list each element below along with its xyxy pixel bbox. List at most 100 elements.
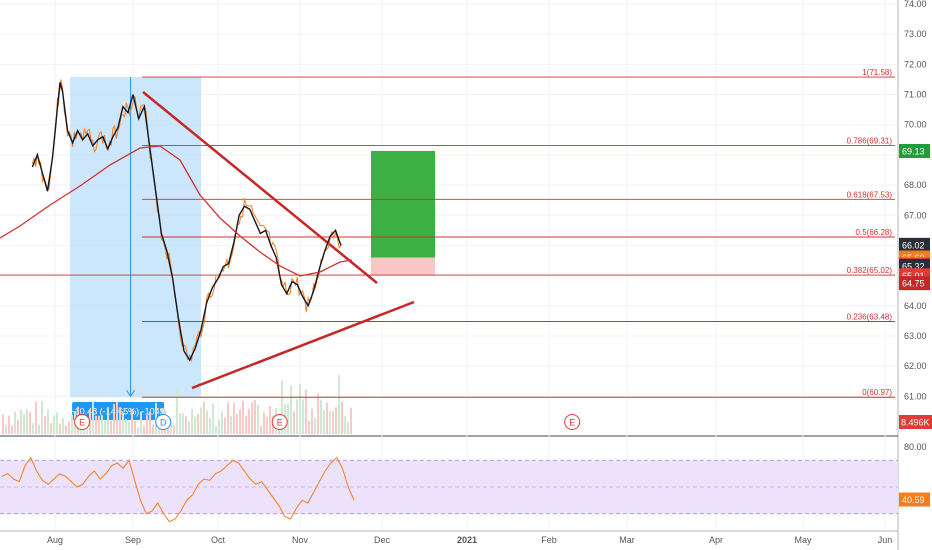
volume-bar bbox=[26, 409, 28, 434]
volume-bar bbox=[20, 409, 22, 434]
fib-level-label: 0.786(69.31) bbox=[847, 137, 893, 146]
time-tick-label: Dec bbox=[374, 535, 391, 545]
volume-bar bbox=[299, 384, 301, 434]
volume-bar bbox=[251, 402, 253, 434]
volume-bar bbox=[176, 389, 178, 434]
volume-bar bbox=[116, 402, 118, 434]
fib-level-label: 0.236(63.48) bbox=[847, 312, 893, 321]
volume-bar bbox=[107, 407, 109, 434]
volume-bar bbox=[338, 374, 340, 434]
volume-bar bbox=[119, 407, 121, 434]
fib-level-label: 0(60.97) bbox=[862, 388, 892, 397]
target-zone bbox=[371, 150, 435, 258]
time-tick-label: Feb bbox=[541, 535, 557, 545]
volume-bar bbox=[188, 421, 190, 434]
volume-bar bbox=[344, 416, 346, 434]
stop-zone bbox=[371, 257, 435, 276]
downtrend-line bbox=[142, 91, 378, 284]
time-tick-label: Jun bbox=[878, 535, 893, 545]
volume-bar bbox=[263, 412, 265, 434]
volume-bar bbox=[35, 401, 37, 434]
volume-bar bbox=[260, 425, 262, 434]
volume-bar bbox=[281, 380, 283, 434]
event-marker-letter: E bbox=[569, 418, 575, 428]
event-marker-circle bbox=[155, 414, 172, 430]
rsi-band bbox=[0, 459, 898, 515]
volume-bar bbox=[104, 420, 106, 434]
price-line-raw bbox=[31, 79, 342, 363]
volume-bar bbox=[308, 420, 310, 434]
volume-bar bbox=[320, 399, 322, 434]
volume-bar bbox=[92, 401, 94, 434]
volume-bar bbox=[236, 414, 238, 434]
price-badge-label: 64.75 bbox=[902, 279, 925, 289]
volume-bar bbox=[137, 427, 139, 434]
volume-bar bbox=[347, 422, 349, 434]
volume-bar bbox=[323, 410, 325, 434]
price-tick-label: 68.00 bbox=[904, 180, 927, 190]
time-tick-label: Aug bbox=[47, 535, 63, 545]
price-tick-label: 67.00 bbox=[904, 210, 927, 220]
long-position-tool bbox=[371, 150, 435, 276]
volume-bar bbox=[158, 427, 160, 434]
volume-bar bbox=[239, 409, 241, 434]
volume-bar bbox=[290, 385, 292, 434]
volume-bar bbox=[206, 410, 208, 434]
volume-bar bbox=[257, 404, 259, 434]
rsi-badge-label: 40.59 bbox=[902, 495, 925, 505]
trend-lines bbox=[142, 91, 415, 390]
time-tick-label: 2021 bbox=[457, 535, 477, 545]
moving-average-line bbox=[0, 145, 353, 277]
volume-bar bbox=[224, 417, 226, 434]
volume-bar bbox=[245, 416, 247, 434]
volume-bar bbox=[326, 402, 328, 434]
volume-bar bbox=[65, 425, 67, 434]
volume-bar bbox=[314, 417, 316, 434]
volume-bar bbox=[293, 411, 295, 434]
time-tick-label: Oct bbox=[211, 535, 226, 545]
volume-bar bbox=[23, 414, 25, 434]
volume-bar bbox=[155, 402, 157, 434]
volume-bar bbox=[296, 399, 298, 434]
volume-bar bbox=[287, 403, 289, 434]
volume-bar bbox=[266, 417, 268, 434]
volume-bar bbox=[2, 414, 4, 434]
rsi-line bbox=[1, 456, 355, 523]
event-marker-circle bbox=[271, 414, 288, 430]
volume-bar bbox=[38, 424, 40, 434]
volume-bar bbox=[128, 421, 130, 434]
price-tick-label: 73.00 bbox=[904, 29, 927, 39]
fib-level-label: 1(71.58) bbox=[862, 68, 892, 77]
volume-badge-label: 8.496K bbox=[901, 418, 930, 428]
volume-bar bbox=[221, 411, 223, 434]
volume-bar bbox=[149, 411, 151, 434]
volume-bar bbox=[143, 425, 145, 434]
rsi-badge-box bbox=[899, 492, 930, 507]
volume-bar bbox=[110, 420, 112, 434]
price-badge-label: 69.13 bbox=[902, 146, 925, 156]
price-tick-label: 61.00 bbox=[904, 391, 927, 401]
time-tick-label: May bbox=[794, 535, 812, 545]
event-marker-letter: D bbox=[160, 418, 167, 428]
volume-bar bbox=[113, 403, 115, 434]
rsi-tick-label: 80.00 bbox=[904, 442, 927, 452]
volume-bar bbox=[182, 413, 184, 434]
volume-bar bbox=[248, 408, 250, 434]
volume-bar bbox=[200, 407, 202, 434]
time-tick-label: Mar bbox=[619, 535, 635, 545]
price-tick-label: 72.00 bbox=[904, 59, 927, 69]
volume-badge-box bbox=[899, 415, 932, 429]
volume-bar bbox=[134, 420, 136, 434]
volume-bar bbox=[53, 415, 55, 434]
volume-bar bbox=[335, 407, 337, 434]
volume-bar bbox=[101, 415, 103, 434]
rsi-series bbox=[1, 456, 355, 523]
fib-level-label: 0.382(65.02) bbox=[847, 266, 893, 275]
price-tick-label: 64.00 bbox=[904, 301, 927, 311]
price-tick-label: 62.00 bbox=[904, 361, 927, 371]
volume-bar bbox=[140, 411, 142, 434]
volume-bar bbox=[332, 411, 334, 434]
volume-bar bbox=[197, 414, 199, 434]
